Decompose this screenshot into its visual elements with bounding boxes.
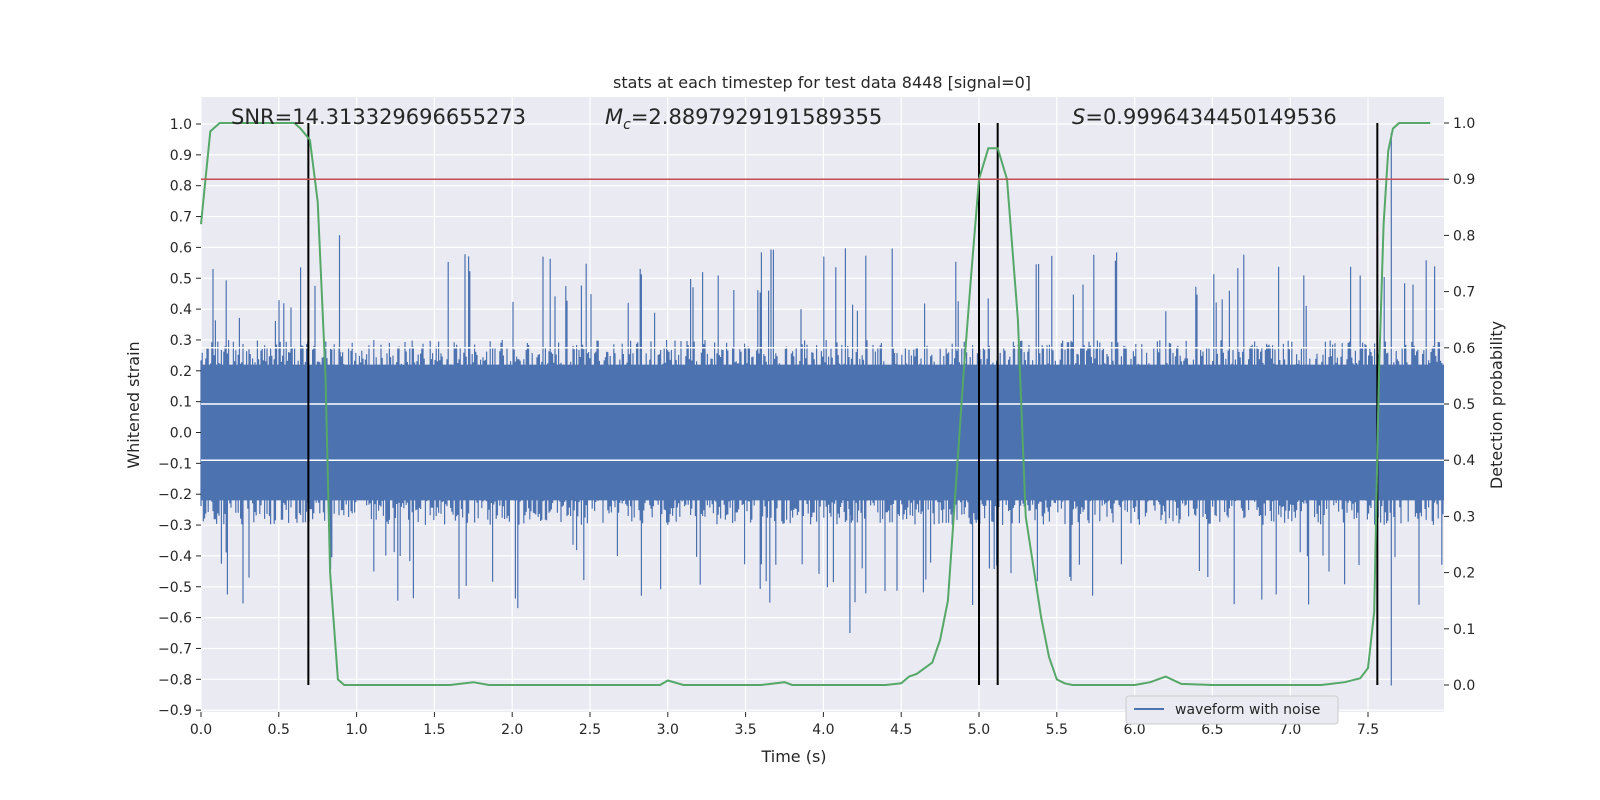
y-left-tick-label: 0.5	[170, 271, 192, 287]
legend-box	[1125, 695, 1339, 725]
y-left-tick-label: 0.6	[170, 240, 192, 256]
y-left-tick-label: 1.0	[170, 117, 192, 133]
x-tick-label: 5.5	[1046, 722, 1068, 738]
detection-probability-line	[200, 122, 1431, 686]
noise-trace	[200, 133, 1444, 686]
y-right-tick-label: 0.6	[1453, 341, 1475, 357]
chirp-mass-symbol: M	[605, 105, 623, 129]
y-left-tick-label: 0.3	[170, 333, 192, 349]
y-left-tick-label: 0.9	[170, 148, 192, 164]
y-left-tick-label: 0.1	[170, 395, 192, 411]
x-tick-label: 4.0	[812, 722, 834, 738]
y-left-tick-label: 0.0	[170, 426, 192, 442]
y-left-tick-label: −0.6	[158, 611, 192, 627]
y-left-tick-label: −0.8	[158, 672, 192, 688]
x-tick-label: 3.0	[657, 722, 679, 738]
y-left-tick-label: 0.2	[170, 364, 192, 380]
y-right-tick-label: 1.0	[1453, 116, 1475, 132]
s-symbol: S	[1072, 105, 1085, 129]
chart-title: stats at each timestep for test data 844…	[613, 73, 1031, 92]
y-left-tick-label: −0.4	[158, 549, 192, 565]
x-tick-label: 6.5	[1201, 722, 1223, 738]
x-tick-label: 3.5	[734, 722, 756, 738]
x-tick-label: 4.5	[890, 722, 912, 738]
y-right-axis-label: Detection probability	[1487, 321, 1506, 489]
y-left-tick-label: 0.8	[170, 179, 192, 195]
horizontal-reference-lines	[201, 347, 1444, 461]
y-right-tick-label: 0.7	[1453, 285, 1475, 301]
x-axis-ticks: 0.0 0.5 1.0 1.5 2.0 2.5 3.0 3.5 4.0 4.5 5.0 5.5 6.0 6…	[190, 712, 1379, 738]
y-right-axis-ticks: 1.0 0.9 0.8 0.7 0.6 0.5 0.4 0.3 0.2 0.1 0.0	[1444, 116, 1475, 694]
y-left-tick-label: −0.5	[158, 580, 192, 596]
x-tick-label: 1.5	[423, 722, 445, 738]
x-tick-label: 0.5	[268, 722, 290, 738]
chirp-mass-annotation: Mc=2.8897929191589355	[605, 105, 882, 133]
y-right-tick-label: 0.1	[1453, 622, 1475, 638]
s-value: =0.9996434450149536	[1085, 105, 1336, 129]
x-tick-label: 2.0	[501, 722, 523, 738]
x-tick-label: 7.0	[1279, 722, 1301, 738]
y-right-tick-label: 0.5	[1453, 397, 1475, 413]
x-axis-label: Time (s)	[760, 747, 826, 766]
y-right-tick-label: 0.0	[1453, 678, 1475, 694]
vertical-marker-lines	[307, 123, 1379, 685]
snr-annotation: SNR=14.313329696655273	[231, 105, 526, 129]
y-right-tick-label: 0.3	[1453, 509, 1475, 525]
s-annotation: S=0.9996434450149536	[1072, 105, 1337, 129]
y-left-axis-ticks: 1.0 0.9 0.8 0.7 0.6 0.5 0.4 0.3 0.2 0.1 0.0 −0.1 −0.…	[158, 117, 201, 719]
y-left-tick-label: −0.3	[158, 518, 192, 534]
x-tick-label: 0.0	[190, 722, 212, 738]
x-tick-label: 7.5	[1357, 722, 1379, 738]
y-left-axis-label: Whitened strain	[124, 341, 143, 468]
chirp-mass-subscript: c	[623, 117, 631, 133]
legend-label: waveform with noise	[1175, 702, 1320, 718]
waveform-with-noise-series	[200, 133, 1444, 686]
x-tick-label: 5.0	[968, 722, 990, 738]
y-right-tick-label: 0.4	[1453, 453, 1475, 469]
x-tick-label: 6.0	[1123, 722, 1145, 738]
y-left-tick-label: 0.4	[170, 302, 192, 318]
y-right-tick-label: 0.2	[1453, 566, 1475, 582]
y-left-tick-label: −0.1	[158, 456, 192, 472]
chirp-mass-value: =2.8897929191589355	[631, 105, 882, 129]
y-left-tick-label: −0.2	[158, 487, 192, 503]
y-left-tick-label: −0.9	[158, 703, 192, 719]
y-right-tick-label: 0.9	[1453, 172, 1475, 188]
x-tick-label: 2.5	[579, 722, 601, 738]
legend: waveform with noise	[1125, 695, 1339, 725]
y-right-tick-label: 0.8	[1453, 228, 1475, 244]
x-tick-label: 1.0	[345, 722, 367, 738]
y-left-tick-label: −0.7	[158, 641, 192, 657]
y-left-tick-label: 0.7	[170, 210, 192, 226]
